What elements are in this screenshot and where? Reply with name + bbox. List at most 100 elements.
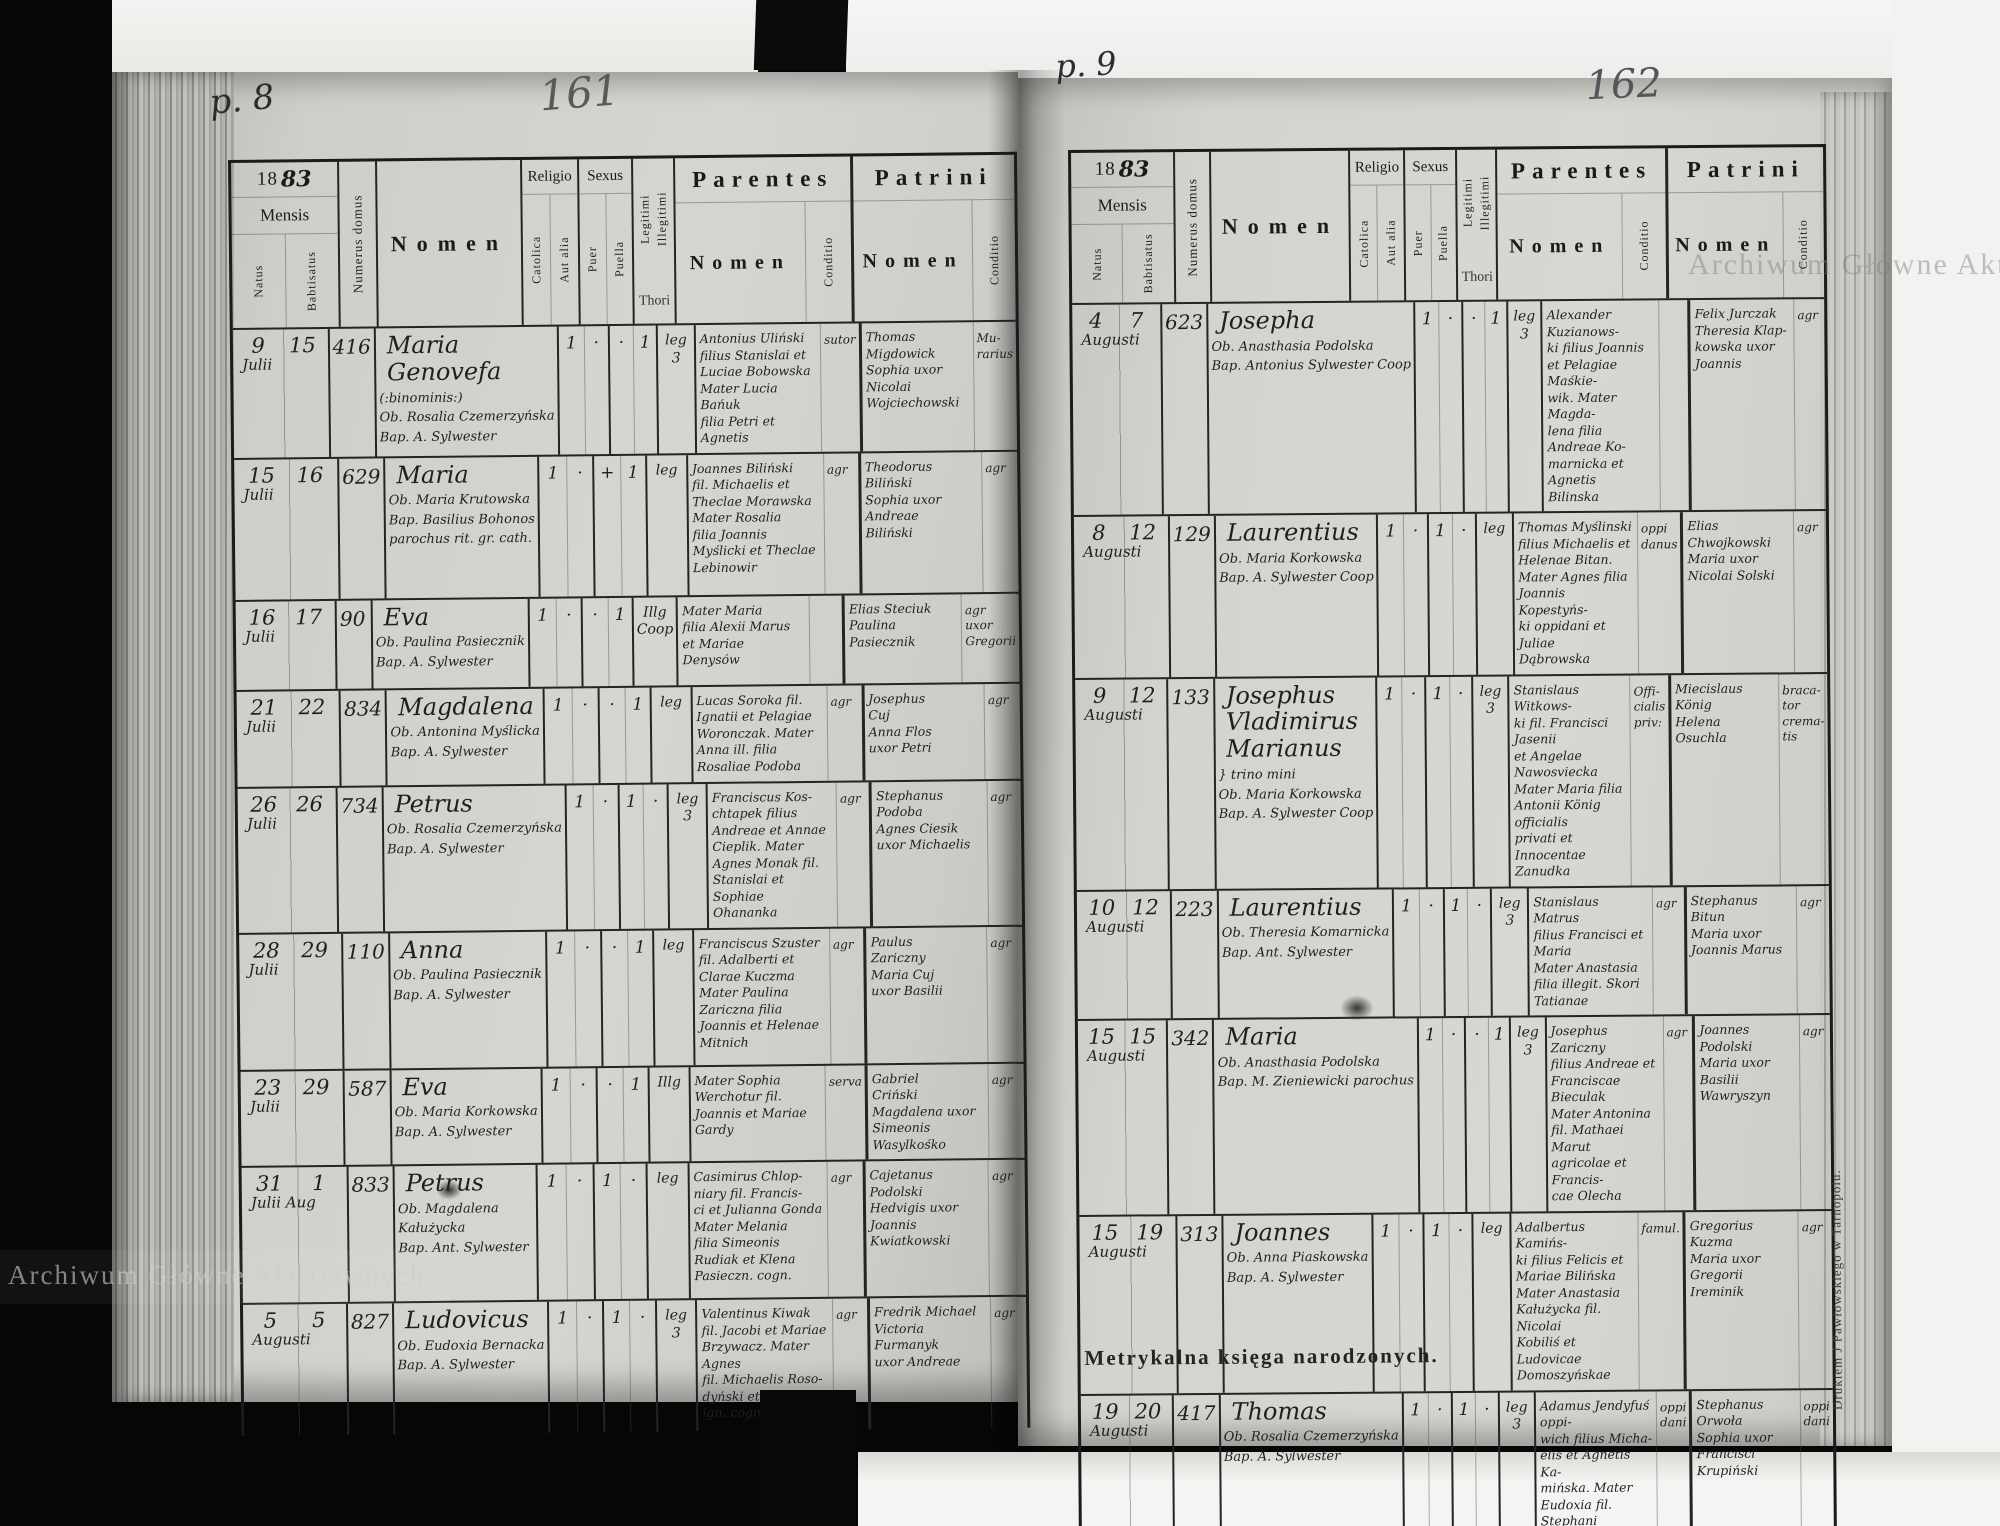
puer-label: Puer bbox=[1410, 229, 1425, 256]
mark-catolica: 1 bbox=[1393, 888, 1421, 1017]
patrini-conditio: braca- tor crema- tis bbox=[1782, 682, 1825, 744]
patrini-conditio: agr bbox=[1797, 520, 1818, 535]
thori-mark: leg 3 bbox=[1499, 1391, 1538, 1526]
dates-cell: 15 15 Augusti bbox=[1077, 1020, 1170, 1215]
mark-puer: 1 bbox=[1428, 513, 1454, 675]
puella-label: Puella bbox=[1435, 224, 1451, 261]
patrini-text: Stephanus Orwoła Sophia uxor Francisci K… bbox=[1692, 1389, 1802, 1526]
right-page bbox=[1018, 78, 1892, 1446]
dates-cell: 19 20 Augusti bbox=[1080, 1394, 1176, 1526]
child-name: Laurentius bbox=[1229, 892, 1362, 922]
parentes-conditio bbox=[1658, 300, 1693, 511]
mark-puella: · bbox=[1449, 676, 1475, 887]
baptisatus-day: 7 bbox=[1129, 308, 1144, 333]
mark-aut-alia: · bbox=[1439, 301, 1465, 513]
month-label: Augusti bbox=[1087, 1046, 1146, 1065]
dates-cell: 10 12 Augusti bbox=[1076, 890, 1174, 1019]
month-label: Augusti bbox=[1088, 1241, 1148, 1261]
natus-day: 19 bbox=[1091, 1399, 1119, 1424]
nomen-cell: Maria Ob. Anasthasia Podolska Bap. M. Zie… bbox=[1214, 1018, 1420, 1214]
mark-puer: 1 bbox=[1452, 1392, 1478, 1526]
nomen-cell: Laurentius Ob. Maria Korkowska Bap. A. Sy… bbox=[1215, 514, 1380, 677]
religio-column-header: Religio Catolica Aut alia bbox=[1350, 150, 1407, 301]
mark-aut-alia: · bbox=[1419, 888, 1446, 1017]
mark-catolica: 1 bbox=[1378, 514, 1406, 676]
mark-puella: · bbox=[1452, 513, 1478, 675]
register-row: 10 12 Augusti 223 Laurentius Ob. Theresia Kom… bbox=[1076, 883, 1830, 1019]
parentes-text: Thomas Myślinski filius Michaelis et Hel… bbox=[1513, 512, 1640, 675]
thori-mark: leg bbox=[1476, 513, 1516, 675]
month-label: Augusti bbox=[1086, 916, 1145, 936]
mark-puella: · bbox=[1476, 1392, 1501, 1526]
natus-day: 8 bbox=[1092, 520, 1106, 545]
page-stack-edge-left bbox=[112, 72, 234, 1402]
nomen-notes: Ob. Anasthasia Podolska Bap. Antonius Sy… bbox=[1211, 338, 1412, 375]
mark-catolica: 1 bbox=[1418, 1018, 1445, 1212]
page-note-right: p. 9 bbox=[1054, 44, 1118, 86]
parentes-conditio: oppi danus bbox=[1637, 512, 1685, 674]
register-row: 8 12 Augusti 129 Laurentius Ob. Maria Korkows… bbox=[1073, 509, 1828, 678]
baptisatus-day: 12 bbox=[1132, 894, 1159, 920]
mark-aut-alia: · bbox=[1402, 676, 1429, 887]
house-number: 342 bbox=[1168, 1019, 1216, 1214]
baptisatus-label: Babtisatus bbox=[1140, 233, 1156, 294]
mark-puella: 1 bbox=[1488, 1017, 1513, 1212]
nomen-notes: } trino mini Ob. Maria Korkowska Bap. A.… bbox=[1218, 767, 1374, 822]
parentes-column-header: Parentes Nomen Conditio bbox=[1497, 148, 1670, 300]
scanner-background-bottom-right bbox=[858, 1452, 2000, 1526]
mark-puella: · bbox=[1449, 1213, 1475, 1391]
house-number: 133 bbox=[1168, 678, 1217, 889]
register-row: 19 20 Augusti 417 Thomas Ob. Rosalia Czemerzy… bbox=[1080, 1387, 1835, 1526]
parentes-conditio: oppi dani bbox=[1656, 1390, 1694, 1526]
parentes-text: Alexander Kuzianows- ki filius Joannis e… bbox=[1542, 300, 1661, 512]
parentes-conditio: famul. bbox=[1638, 1211, 1687, 1390]
mark-aut-alia: · bbox=[1428, 1392, 1455, 1526]
baptisatus-day: 12 bbox=[1129, 520, 1157, 545]
table-header-right: 18 83 Mensis Natus Babtisatus Numerus do… bbox=[1071, 147, 1825, 303]
mark-puer: 1 bbox=[1426, 676, 1452, 887]
patrini-text: Elias Chwojkowski Maria uxor Nicolai Sol… bbox=[1683, 511, 1796, 673]
patrini-text: Miecislaus König Helena Osuchla bbox=[1670, 673, 1781, 885]
house-number: 417 bbox=[1174, 1394, 1222, 1526]
house-number: 223 bbox=[1172, 890, 1220, 1019]
child-name: Maria bbox=[1225, 1022, 1298, 1051]
nomen-cell: Joannes Ob. Anna Piaskowska Bap. A. Sylwe… bbox=[1223, 1214, 1375, 1393]
catolica-label: Catolica bbox=[1356, 219, 1371, 268]
dates-cell: 8 12 Augusti bbox=[1073, 516, 1171, 678]
month-label: Augusti bbox=[1084, 704, 1143, 724]
mark-aut-alia: · bbox=[1442, 1017, 1468, 1212]
nomen-notes: Ob. Anna Piaskowska Bap. A. Sylwester bbox=[1226, 1250, 1369, 1286]
nomen-cell: Josephus Vladimirus Marianus} trino mini… bbox=[1214, 677, 1379, 889]
natus-label: Natus bbox=[1089, 247, 1104, 281]
scanner-background-top-left bbox=[112, 0, 758, 80]
bookmark-ribbon-top bbox=[753, 0, 849, 70]
nomen-cell: Laurentius Ob. Theresia Komarnicka Bap. A… bbox=[1218, 888, 1395, 1018]
child-name: Laurentius bbox=[1226, 517, 1359, 547]
house-number: 623 bbox=[1161, 303, 1210, 515]
parentes-conditio: agr bbox=[1652, 886, 1688, 1015]
baptisatus-day: 12 bbox=[1128, 682, 1156, 708]
page-stack-edge-right bbox=[1820, 92, 1892, 1446]
numerus-domus-header: Numerus domus bbox=[1174, 151, 1213, 303]
parentes-text: Adalbertus Kamińs- ki filius Felicis et … bbox=[1511, 1212, 1640, 1391]
conditio-label: Conditio bbox=[1795, 219, 1811, 270]
register-row: 15 15 Augusti 342 Maria Ob. Anasthasia Podols… bbox=[1077, 1013, 1832, 1215]
patrini-text: Felix Jurczak Theresia Klap- kowska uxor… bbox=[1690, 299, 1796, 511]
mark-catolica: 1 bbox=[1403, 1392, 1431, 1526]
thori-mark: leg 3 bbox=[1511, 1017, 1548, 1212]
register-row: 4 7 Augusti 623 Josepha Ob. Anasthasia Podols… bbox=[1072, 297, 1826, 515]
mark-puella: 1 bbox=[1485, 301, 1510, 512]
mark-catolica: 1 bbox=[1377, 676, 1404, 888]
thori-mark: leg bbox=[1473, 1213, 1513, 1391]
mark-catolica: 1 bbox=[1415, 302, 1442, 513]
child-name: Josephus Vladimirus Marianus bbox=[1225, 680, 1359, 764]
mark-aut-alia: · bbox=[1404, 514, 1431, 675]
sexus-column-header: Sexus Puer Puella bbox=[1405, 149, 1459, 301]
dates-cell: 4 7 Augusti bbox=[1072, 304, 1164, 515]
register-row: 9 12 Augusti 133 Josephus Vladimirus Marianu… bbox=[1075, 671, 1829, 890]
patrini-text: Joannes Podolski Maria uxor Basilii Wawr… bbox=[1695, 1015, 1802, 1210]
mensis-column-header: 18 83 Mensis Natus Babtisatus bbox=[1071, 152, 1176, 303]
watermark-band bbox=[0, 1250, 450, 1304]
patrini-conditio: agr bbox=[1800, 894, 1821, 909]
